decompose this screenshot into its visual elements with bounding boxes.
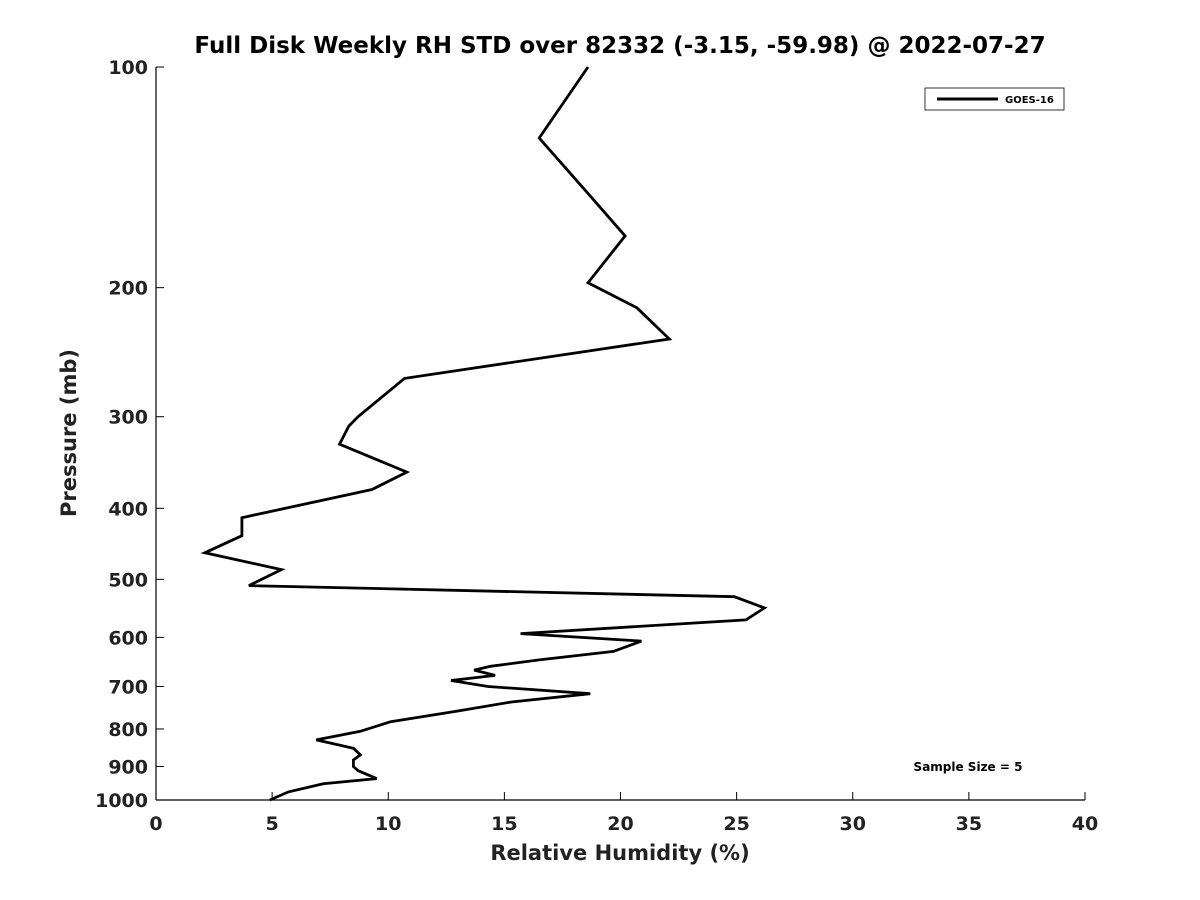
series-line-goes-16 xyxy=(200,66,768,802)
y-tick-label: 800 xyxy=(108,719,148,741)
legend-label-goes-16: GOES-16 xyxy=(1005,95,1054,106)
y-tick-label: 700 xyxy=(108,676,148,698)
y-tick-label: 200 xyxy=(108,278,148,300)
x-tick-label: 0 xyxy=(149,813,162,835)
y-tick-label: 100 xyxy=(108,57,148,79)
y-tick-label: 400 xyxy=(108,498,148,520)
x-tick-label: 35 xyxy=(956,813,982,835)
y-tick-label: 600 xyxy=(108,627,148,649)
y-axis-label: Pressure (mb) xyxy=(57,349,81,517)
x-tick-label: 25 xyxy=(723,813,749,835)
x-tick-label: 10 xyxy=(375,813,401,835)
x-tick-label: 30 xyxy=(840,813,866,835)
y-tick-label: 300 xyxy=(108,407,148,429)
x-axis-label: Relative Humidity (%) xyxy=(490,841,749,865)
y-tick-label: 500 xyxy=(108,569,148,591)
y-ticks: 100 200 300 400 500 600 700 800 900 1000 xyxy=(95,57,164,812)
sample-size-annotation: Sample Size = 5 xyxy=(914,760,1023,774)
legend: GOES-16 xyxy=(924,87,1065,111)
x-tick-label: 5 xyxy=(266,813,279,835)
x-tick-label: 40 xyxy=(1072,813,1098,835)
series-layer xyxy=(200,66,768,802)
chart-title: Full Disk Weekly RH STD over 82332 (-3.1… xyxy=(194,33,1045,59)
x-ticks: 0 5 10 15 20 25 30 35 40 xyxy=(149,792,1098,835)
y-tick-label: 1000 xyxy=(95,790,148,812)
x-tick-label: 15 xyxy=(491,813,517,835)
y-tick-label: 900 xyxy=(108,756,148,778)
x-tick-label: 20 xyxy=(607,813,633,835)
